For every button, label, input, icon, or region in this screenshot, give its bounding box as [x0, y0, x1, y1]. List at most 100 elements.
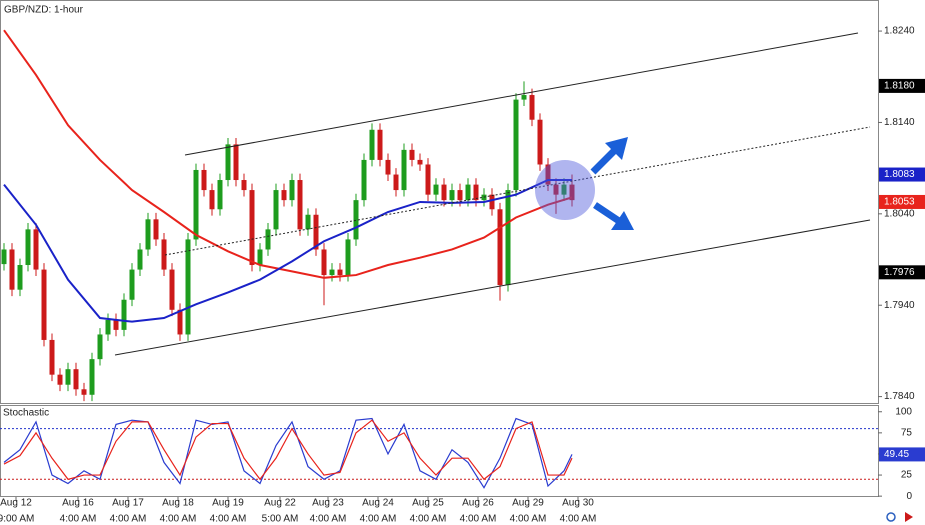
candle-body — [201, 169, 207, 191]
candle-body — [393, 174, 399, 191]
x-tick-label: Aug 29 — [512, 498, 544, 509]
candle-body — [161, 239, 167, 270]
x-tick-label: Aug 30 — [562, 498, 594, 509]
y-tick-label: 1.8240 — [884, 26, 915, 37]
candle-body — [561, 184, 567, 195]
arrow-up-head — [605, 137, 628, 160]
channel-lower — [114, 219, 871, 356]
candle-body — [225, 144, 231, 181]
candle-body — [265, 229, 271, 250]
indicator-title-box — [1, 406, 61, 420]
stochastic-line — [3, 417, 573, 489]
candle-body — [489, 194, 495, 210]
candle-body — [33, 229, 39, 270]
stochastic-line — [3, 419, 573, 481]
candle-body — [73, 369, 79, 390]
annotations — [114, 32, 871, 356]
candle-body — [417, 159, 423, 165]
y-tick-label: 75 — [901, 427, 913, 438]
x-tick-time: 5:00 AM — [262, 514, 299, 525]
channel-upper — [184, 32, 859, 156]
candle-body — [329, 269, 335, 276]
x-tick-label: Aug 18 — [162, 498, 194, 509]
x-tick-label: Aug 17 — [112, 498, 144, 509]
candle-body — [89, 359, 95, 395]
candle-body — [233, 144, 239, 181]
candle-body — [81, 389, 87, 395]
candle-body — [97, 334, 103, 360]
candle-body — [345, 239, 351, 276]
x-tick-time: 4:00 AM — [210, 514, 247, 525]
candle-body — [537, 119, 543, 165]
x-tick-label: Aug 12 — [0, 498, 32, 509]
candle-body — [145, 219, 151, 250]
arrow-up — [590, 147, 618, 175]
zoom-icon[interactable] — [886, 512, 896, 522]
toolbar-icons — [886, 512, 913, 522]
price-label: 1.8083 — [884, 169, 915, 180]
candle-body — [241, 180, 247, 191]
scroll-icon[interactable] — [905, 512, 913, 522]
candle-body — [17, 265, 23, 290]
chart-title: GBP/NZD: 1-hour — [4, 5, 84, 16]
candle-body — [441, 184, 447, 201]
candle-body — [113, 319, 119, 330]
candle-body — [473, 184, 479, 201]
arrow-down-head — [611, 211, 634, 230]
candle-body — [153, 219, 159, 240]
candle-body — [409, 149, 415, 160]
y-tick-label: 1.8040 — [884, 208, 915, 219]
candle-body — [569, 184, 575, 201]
price-label-box — [879, 265, 925, 280]
candle-body — [193, 169, 199, 240]
candle-body — [257, 249, 263, 266]
y-tick-label: 100 — [895, 406, 912, 417]
candle-body — [529, 95, 535, 120]
x-tick-time: 4:00 AM — [460, 514, 497, 525]
x-tick-time: 4:00 AM — [110, 514, 147, 525]
y-tick-label: 1.7940 — [884, 300, 915, 311]
arrow-down — [593, 202, 621, 224]
candle-body — [337, 269, 343, 276]
candle-body — [273, 190, 279, 230]
candle-body — [177, 309, 183, 335]
candle-body — [401, 149, 407, 191]
candle-body — [281, 190, 287, 201]
candle-body — [449, 190, 455, 201]
price-label-box — [879, 167, 925, 182]
candle-body — [57, 374, 63, 385]
candle-body — [321, 249, 327, 276]
x-tick-label: Aug 26 — [462, 498, 494, 509]
value-label: 49.45 — [884, 449, 909, 460]
candle-body — [297, 180, 303, 230]
candle-body — [361, 159, 367, 201]
candle-body — [521, 95, 527, 100]
x-tick-label: Aug 23 — [312, 498, 344, 509]
candle-body — [65, 369, 71, 385]
candle-body — [49, 339, 55, 375]
y-tick-label: 0 — [906, 491, 912, 502]
candle-body — [497, 209, 503, 286]
plot — [0, 29, 878, 489]
candle-body — [217, 180, 223, 210]
x-tick-time: 4:00 AM — [160, 514, 197, 525]
x-tick-label: Aug 22 — [264, 498, 296, 509]
price-label: 1.8180 — [884, 81, 915, 92]
indicator-title: Stochastic — [3, 408, 49, 419]
candle-body — [25, 229, 31, 266]
x-tick-time: 9:00 AM — [0, 514, 34, 525]
candle-body — [369, 129, 375, 160]
value-label-box — [879, 447, 925, 462]
y-tick-label: 1.8140 — [884, 117, 915, 128]
candle-body — [209, 190, 215, 210]
candle-body — [433, 184, 439, 195]
x-tick-time: 4:00 AM — [310, 514, 347, 525]
x-tick-time: 4:00 AM — [410, 514, 447, 525]
candle-body — [137, 249, 143, 270]
candle-body — [457, 190, 463, 201]
candle-body — [249, 190, 255, 266]
candle-body — [185, 239, 191, 335]
price-label: 1.8053 — [884, 197, 915, 208]
